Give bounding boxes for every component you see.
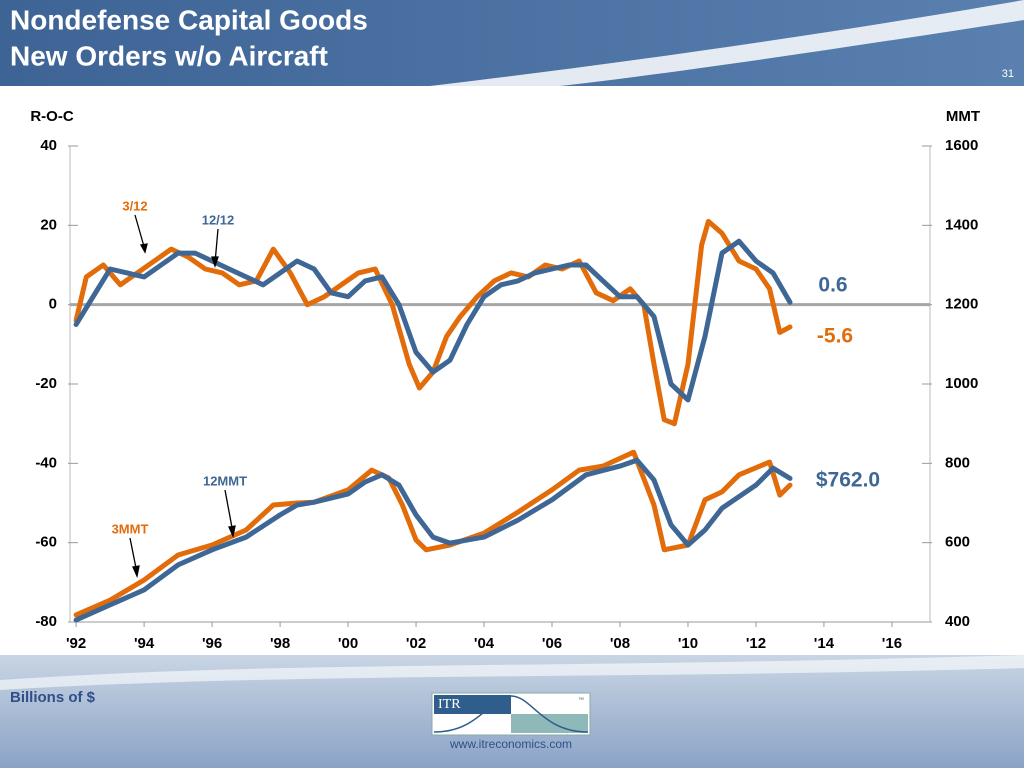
x-tick-label: '96	[202, 635, 222, 652]
arrowhead	[228, 525, 236, 539]
y-tick-label: -60	[35, 534, 57, 551]
y-tick-label: 0	[49, 296, 57, 313]
x-tick-label: '12	[746, 635, 766, 652]
page-number: 31	[1002, 68, 1014, 80]
series-label: 12/12	[202, 212, 235, 227]
plot: -80 -60 -40 -20 0 20 40 400 600 800 1000 1200 1400 16…	[35, 137, 978, 652]
pointer-arrow	[224, 489, 234, 534]
series-label: 3/12	[122, 198, 147, 213]
y2-tick-label: 400	[945, 613, 970, 630]
y-axis-label: R-O-C	[30, 108, 73, 125]
units-note: Billions of $	[10, 689, 96, 706]
x-tick-label: '04	[474, 635, 495, 652]
x-tick-label: '10	[678, 635, 698, 652]
end-label: -5.6	[817, 325, 853, 348]
x-tick-label: '98	[270, 635, 290, 652]
series-line	[73, 457, 793, 623]
end-label: 0.6	[818, 274, 847, 297]
x-tick-label: '02	[406, 635, 426, 652]
y2-tick-label: 1000	[945, 375, 978, 392]
x-tick-label: '06	[542, 635, 562, 652]
x-tick-label: '14	[814, 635, 835, 652]
y2-tick-label: 1400	[945, 216, 978, 233]
arrowhead	[132, 565, 140, 579]
logo-curve	[433, 695, 589, 733]
title: New Orders w/o Aircraft	[10, 40, 328, 71]
title: Nondefense Capital Goods	[10, 4, 368, 35]
x-tick-label: '00	[338, 635, 358, 652]
x-tick-label: '94	[134, 635, 155, 652]
x-tick-label: '08	[610, 635, 630, 652]
x-tick-label: '16	[882, 635, 902, 652]
trademark: ™	[578, 697, 584, 704]
arrowhead	[139, 243, 148, 254]
logo-text: ITR	[438, 697, 461, 712]
series-line	[73, 238, 793, 403]
series-label: 3MMT	[112, 521, 149, 536]
x-tick-label: '92	[66, 635, 86, 652]
y2-tick-label: 1600	[945, 137, 978, 154]
logo-block	[511, 714, 588, 733]
y-tick-label: 40	[40, 137, 57, 154]
logo-block	[434, 695, 511, 714]
arrowhead	[211, 256, 219, 269]
y-tick-label: -20	[35, 375, 57, 392]
series-label: 12MMT	[203, 473, 247, 488]
y2-axis-label: MMT	[946, 108, 980, 125]
y-tick-label: 20	[40, 216, 57, 233]
y-tick-label: -80	[35, 613, 57, 630]
y2-tick-label: 800	[945, 454, 970, 471]
footer-swoosh	[0, 655, 1024, 690]
website: www.itreconomics.com	[449, 737, 572, 751]
y-tick-label: -40	[35, 454, 57, 471]
series-line	[73, 218, 793, 427]
y2-tick-label: 600	[945, 534, 970, 551]
y2-tick-label: 1200	[945, 296, 978, 313]
end-label: $762.0	[816, 469, 880, 492]
pointers	[129, 214, 236, 579]
